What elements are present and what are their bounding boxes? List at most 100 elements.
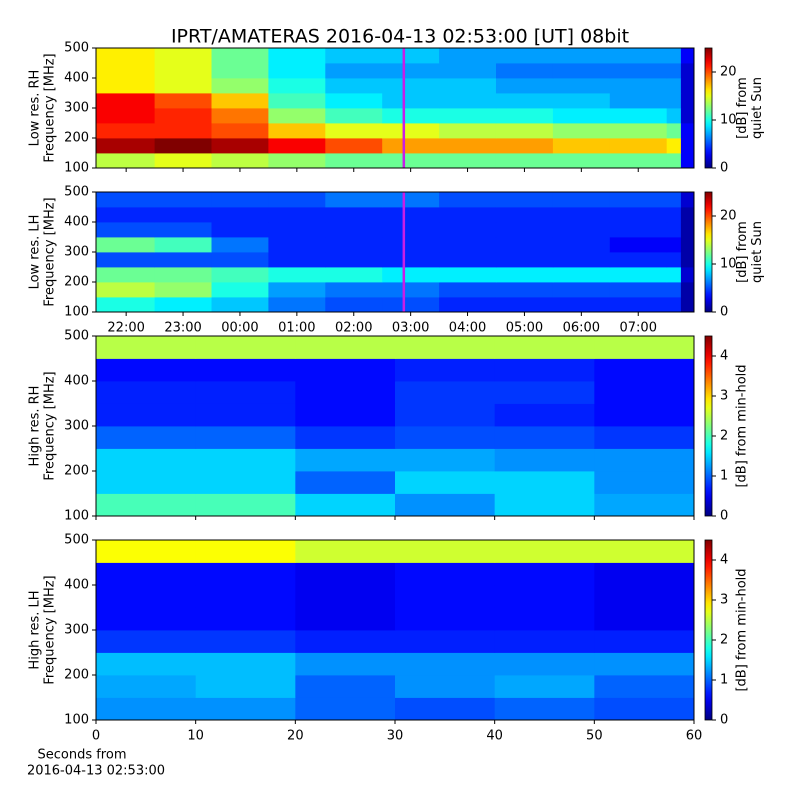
heatmap-cell <box>268 138 326 154</box>
y-axis-label: Frequency [MHz] <box>43 371 58 480</box>
heatmap-cell <box>680 207 695 223</box>
x-tick-label: 10 <box>187 729 204 744</box>
x-tick-label: 03:00 <box>392 321 429 336</box>
y-tick-label: 100 <box>64 509 89 524</box>
heatmap-cell <box>439 222 497 238</box>
heatmap-cell <box>211 138 269 154</box>
heatmap-cell <box>268 282 326 298</box>
heatmap-cell <box>609 48 668 64</box>
heatmap-cell <box>268 123 326 139</box>
heatmap-cell <box>494 381 595 404</box>
colorbar-label: [dB] from min-hold <box>735 364 750 487</box>
heatmap-cell <box>295 336 396 359</box>
heatmap-cell <box>680 252 695 268</box>
heatmap-cell <box>495 237 554 253</box>
colorbar-tick-label: 2 <box>720 633 728 648</box>
y-tick-label: 500 <box>64 329 89 344</box>
x-axis-label: Seconds from <box>37 748 126 763</box>
heatmap-cell <box>195 652 296 676</box>
y-tick-label: 200 <box>64 131 89 146</box>
heatmap-cell <box>211 252 269 268</box>
figure-title: IPRT/AMATERAS 2016-04-13 02:53:00 [UT] 0… <box>171 26 629 48</box>
heatmap-cell <box>96 381 197 404</box>
heatmap-cell <box>96 562 197 586</box>
heatmap-cell <box>666 138 682 154</box>
heatmap-cell <box>439 252 497 268</box>
heatmap-cell <box>552 63 611 79</box>
heatmap-cell <box>382 63 440 79</box>
heatmap-cell <box>439 108 497 124</box>
heatmap-cell <box>211 48 269 64</box>
heatmap-cell <box>195 675 296 698</box>
heatmap-cell <box>395 426 496 449</box>
heatmap-cell <box>154 192 212 208</box>
heatmap-cell <box>96 607 197 631</box>
x-tick-label: 05:00 <box>506 321 543 336</box>
heatmap-cell <box>154 252 212 268</box>
heatmap-cell <box>594 426 695 449</box>
heatmap-cell <box>552 123 611 139</box>
x-tick-label: 0 <box>92 729 100 744</box>
heatmap-cell <box>680 282 695 298</box>
heatmap-cell <box>96 123 156 139</box>
heatmap-cell <box>211 237 269 253</box>
y-axis-label: Low res. LH <box>28 215 43 290</box>
y-tick-label: 100 <box>64 305 89 320</box>
heatmap-cell <box>494 675 595 698</box>
heatmap-cell <box>395 493 496 517</box>
heatmap-cell <box>666 252 682 268</box>
heatmap-cell <box>96 426 197 449</box>
heatmap-cell <box>439 297 497 313</box>
heatmap-cell <box>96 493 197 517</box>
y-tick-label: 500 <box>64 533 89 548</box>
x-tick-label: 01:00 <box>278 321 315 336</box>
heatmap-cell <box>609 138 668 154</box>
heatmap-cell <box>666 48 682 64</box>
heatmap-cell <box>211 78 269 94</box>
heatmap-cell <box>325 78 383 94</box>
heatmap-cell <box>325 297 383 313</box>
heatmap-cell <box>195 630 296 653</box>
y-axis-label: High res. RH <box>28 386 43 467</box>
heatmap-cell <box>395 652 496 676</box>
heatmap-cell <box>495 78 554 94</box>
y-tick-label: 400 <box>64 578 89 593</box>
heatmap-cell <box>666 237 682 253</box>
heatmap-cell <box>609 123 668 139</box>
heatmap-cell <box>666 207 682 223</box>
heatmap-cell <box>154 138 212 154</box>
heatmap-cell <box>666 108 682 124</box>
heatmap-cell <box>552 192 611 208</box>
colorbar-tick-label: 10 <box>720 257 737 272</box>
heatmap-cell <box>666 222 682 238</box>
heatmap-cell <box>154 93 212 109</box>
heatmap-cell <box>439 63 497 79</box>
heatmap-cell <box>395 403 496 427</box>
heatmap-cell <box>495 192 554 208</box>
heatmap-cell <box>211 282 269 298</box>
heatmap-cell <box>495 282 554 298</box>
heatmap-cell <box>325 267 383 283</box>
heatmap-cell <box>609 93 668 109</box>
heatmap-cell <box>154 207 212 223</box>
heatmap-cell <box>96 297 156 313</box>
heatmap-cell <box>211 63 269 79</box>
heatmap-cell <box>609 192 668 208</box>
heatmap-cell <box>495 297 554 313</box>
heatmap-cell <box>439 123 497 139</box>
heatmap-cell <box>295 540 396 563</box>
heatmap-cell <box>609 267 668 283</box>
heatmap-cell <box>154 123 212 139</box>
colorbar <box>704 335 713 517</box>
heatmap-cell <box>439 93 497 109</box>
heatmap-cell <box>382 282 440 298</box>
heatmap-cell <box>195 426 296 449</box>
x-tick-label: 60 <box>686 729 703 744</box>
heatmap-cell <box>680 78 695 94</box>
heatmap-cell <box>211 192 269 208</box>
heatmap-cell <box>495 48 554 64</box>
heatmap-cell <box>439 282 497 298</box>
heatmap-cell <box>395 358 496 382</box>
y-axis-label: Frequency [MHz] <box>43 53 58 162</box>
